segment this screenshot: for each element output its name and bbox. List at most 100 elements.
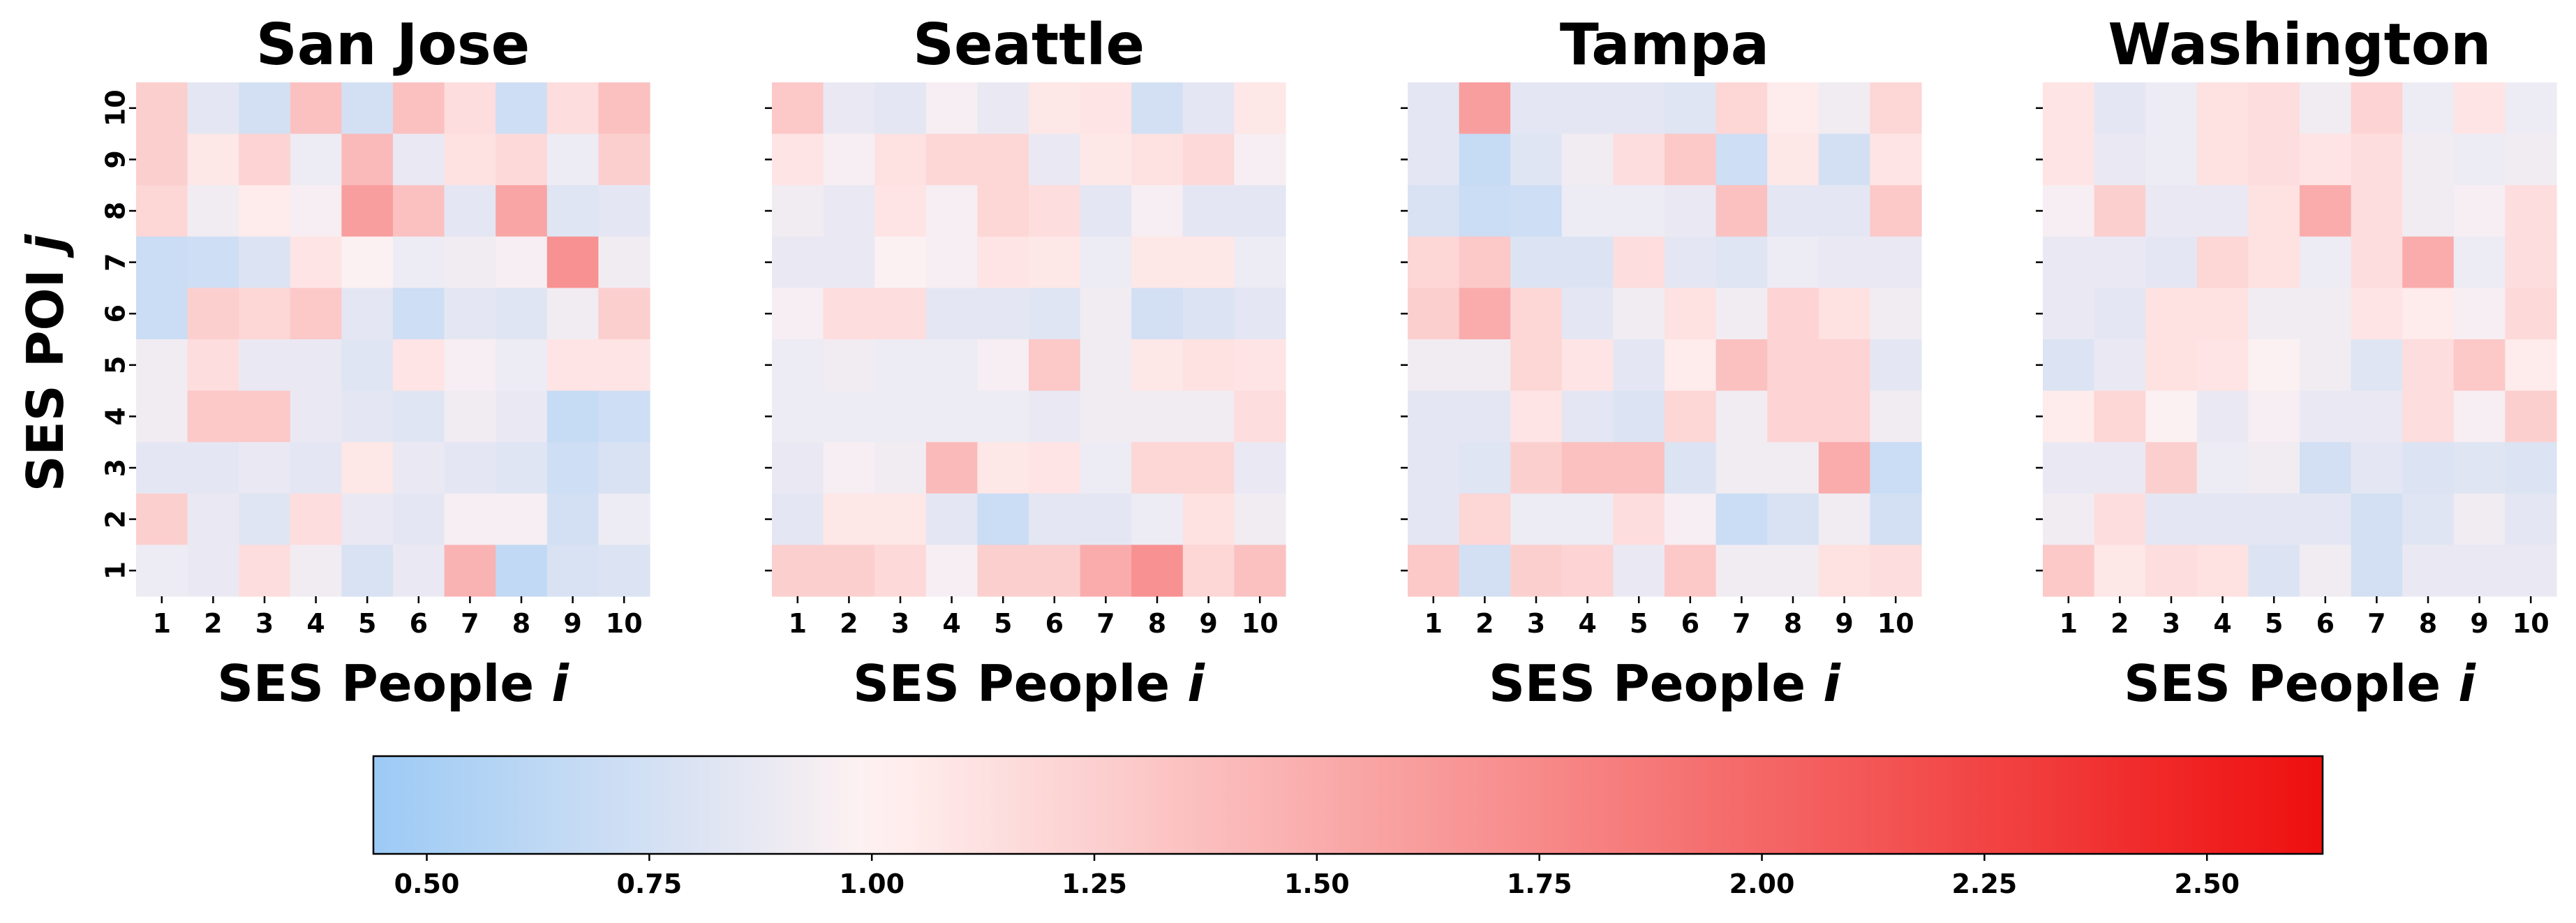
heatmap-cell <box>874 493 927 545</box>
heatmap-cell <box>772 185 824 237</box>
heatmap-cell <box>2196 185 2249 237</box>
heatmap-cell <box>772 493 824 545</box>
heatmap-cell <box>239 493 291 545</box>
x-tick-label: 6 <box>410 608 428 639</box>
x-tick-label: 10 <box>1242 608 1279 639</box>
y-tick-label: 3 <box>100 459 131 477</box>
heatmap-cell <box>2043 236 2095 288</box>
heatmap-cell <box>772 82 824 135</box>
x-axis-label: SES People i <box>2124 654 2476 713</box>
heatmap-cell <box>1715 390 1768 443</box>
heatmap-cell <box>1767 545 1819 597</box>
heatmap-cell <box>1234 236 1286 288</box>
heatmap-cell <box>1665 442 1717 494</box>
heatmap-cell <box>1818 390 1870 443</box>
heatmap-cell <box>1459 339 1511 392</box>
heatmap-cell <box>2402 236 2455 288</box>
heatmap-cell <box>136 545 188 597</box>
colorbar-tick-label: 2.00 <box>1729 869 1795 899</box>
heatmap-cell <box>874 82 927 135</box>
x-tick-label: 9 <box>2470 608 2488 639</box>
heatmap-cell <box>393 288 445 340</box>
heatmap-cell <box>444 185 496 237</box>
colorbar-tick-label: 1.00 <box>839 869 904 899</box>
heatmap-cell <box>2196 390 2249 443</box>
heatmap-cell <box>823 133 875 186</box>
heatmap-cell <box>1459 185 1511 237</box>
heatmap-cell <box>2453 442 2506 494</box>
heatmap-cell <box>2300 82 2352 135</box>
heatmap-cell <box>1767 442 1819 494</box>
heatmap-cell <box>1870 339 1922 392</box>
heatmap-cell <box>444 493 496 545</box>
heatmap-cell <box>1131 185 1184 237</box>
heatmap-cell <box>2094 82 2146 135</box>
heatmap-cell <box>1510 288 1563 340</box>
heatmap-cell <box>823 288 875 340</box>
heatmap-cell <box>239 390 291 443</box>
heatmap-cell <box>2453 185 2506 237</box>
heatmap-cell <box>1182 442 1235 494</box>
heatmap-cell <box>2196 339 2249 392</box>
x-tick-label: 4 <box>2213 608 2231 639</box>
heatmap-cell <box>977 133 1029 186</box>
heatmap-cell <box>2248 545 2300 597</box>
heatmap-cell <box>1408 82 1460 135</box>
heatmap-cell <box>1029 493 1081 545</box>
heatmap-cell <box>1408 545 1460 597</box>
heatmap-cell <box>1029 185 1081 237</box>
heatmap-cell <box>1870 493 1922 545</box>
colorbar-tick-label: 1.50 <box>1284 869 1350 899</box>
heatmap-cell <box>977 545 1029 597</box>
x-tick-label: 3 <box>2162 608 2180 639</box>
heatmap-cell <box>1715 133 1768 186</box>
heatmap-cell <box>2402 133 2455 186</box>
heatmap-cell <box>1818 133 1870 186</box>
heatmap-cell <box>496 288 548 340</box>
heatmap-cell <box>1408 390 1460 443</box>
heatmap-cell <box>925 442 978 494</box>
heatmap-cell <box>341 82 394 135</box>
heatmap-cell <box>1459 82 1511 135</box>
heatmap-cell <box>2505 82 2557 135</box>
heatmap-cell <box>2043 493 2095 545</box>
heatmap-cell <box>341 185 394 237</box>
heatmap-cell <box>1029 236 1081 288</box>
heatmap-cell <box>290 390 342 443</box>
heatmap-cell <box>1459 390 1511 443</box>
heatmap-cell <box>1080 493 1132 545</box>
heatmap-cell <box>1870 133 1922 186</box>
heatmap-cell <box>1408 493 1460 545</box>
heatmap-cell <box>1715 442 1768 494</box>
heatmap-cell <box>1561 390 1614 443</box>
heatmap-cell <box>1665 185 1717 237</box>
heatmap-cell <box>2196 442 2249 494</box>
heatmap-cell <box>2351 288 2403 340</box>
heatmap-cell <box>2453 288 2506 340</box>
x-tick-label: 6 <box>2316 608 2335 639</box>
heatmap-cell <box>239 133 291 186</box>
heatmap-panels: San Jose 1 2 3 4 5 6 7 8 9 10 1 2 3 4 5 6 7 8 9 10 SES People… <box>100 12 2557 713</box>
heatmap-cell <box>2248 493 2300 545</box>
heatmap-cell <box>874 133 927 186</box>
heatmap-cell <box>1510 133 1563 186</box>
heatmap-cell <box>1613 493 1665 545</box>
heatmap-cell <box>1715 545 1768 597</box>
heatmap-cell <box>2351 545 2403 597</box>
heatmap-cell <box>2505 185 2557 237</box>
heatmap-cell <box>341 133 394 186</box>
heatmap-cell <box>1131 493 1184 545</box>
heatmap-cell <box>1767 236 1819 288</box>
heatmap-cell <box>1613 185 1665 237</box>
y-axis-label: SES POI j <box>16 233 75 492</box>
colorbar-tick-label: 0.75 <box>616 869 682 899</box>
heatmap-cell <box>239 442 291 494</box>
heatmap-cell <box>187 185 239 237</box>
heatmap-cell <box>393 133 445 186</box>
heatmap-cell <box>2248 185 2300 237</box>
heatmap-cell <box>772 390 824 443</box>
heatmap-cell <box>1665 545 1717 597</box>
x-tick-label: 1 <box>2060 608 2078 639</box>
colorbar-tick-label: 2.50 <box>2174 869 2240 899</box>
heatmap-cell <box>823 493 875 545</box>
